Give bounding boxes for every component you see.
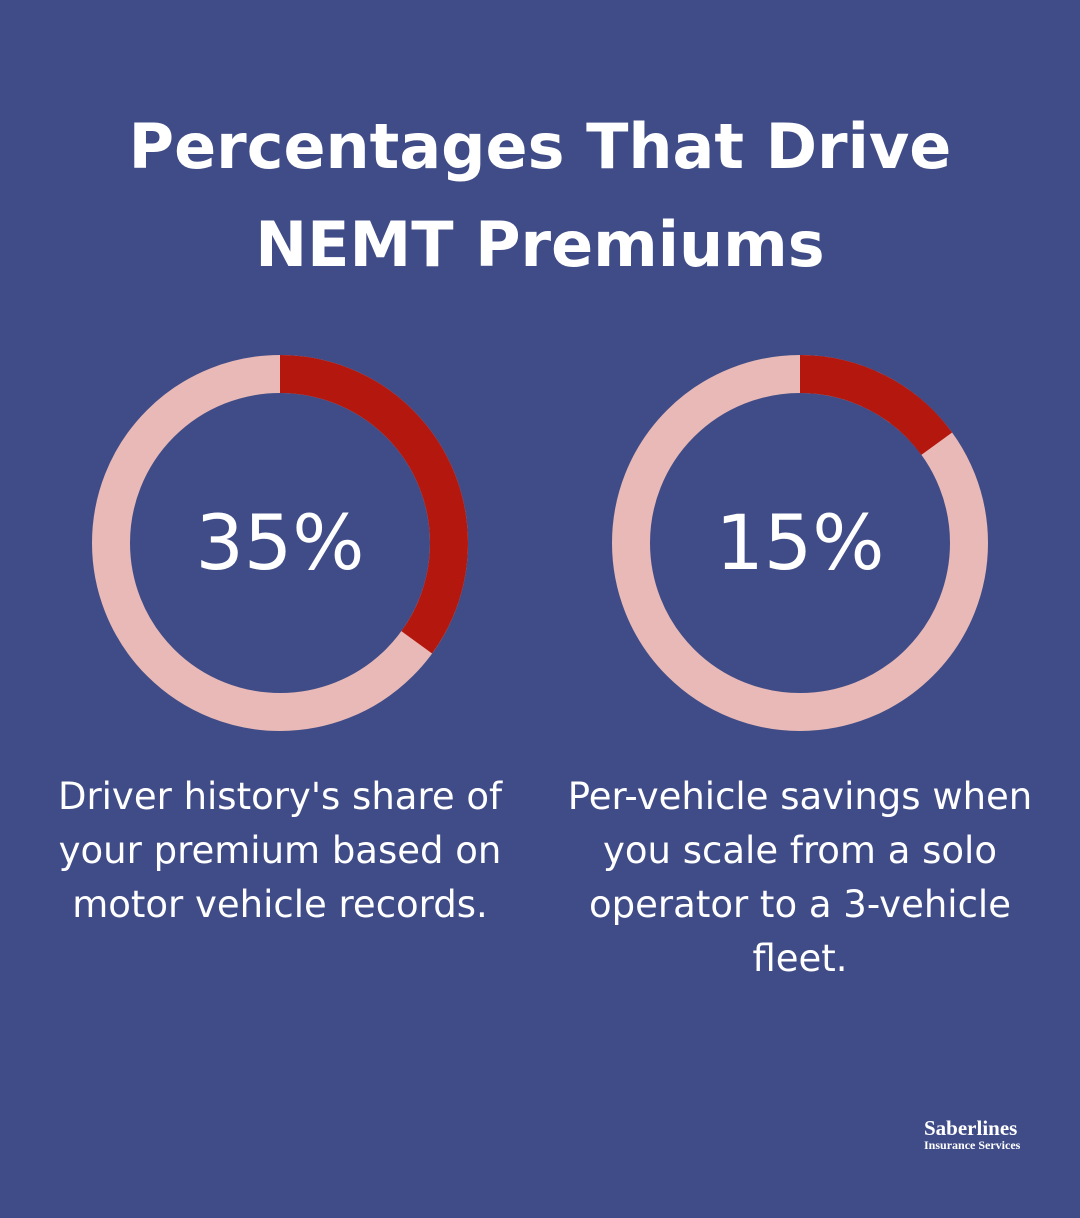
- caption: Per-vehicle savings when you scale from …: [567, 775, 1033, 980]
- donut-segment: [612, 355, 988, 731]
- donut-segment: [92, 355, 468, 731]
- caption: Driver history's share of your premium b…: [57, 775, 503, 926]
- brand-tagline: Insurance Services: [924, 1138, 1021, 1152]
- title: Percentages That Drive NEMT Premiums: [128, 110, 952, 281]
- value-label: 15%: [716, 498, 885, 587]
- value-label: 35%: [196, 498, 365, 587]
- brand-name: Saberlines: [924, 1116, 1018, 1140]
- brand: Saberlines Insurance Services: [924, 1116, 1021, 1152]
